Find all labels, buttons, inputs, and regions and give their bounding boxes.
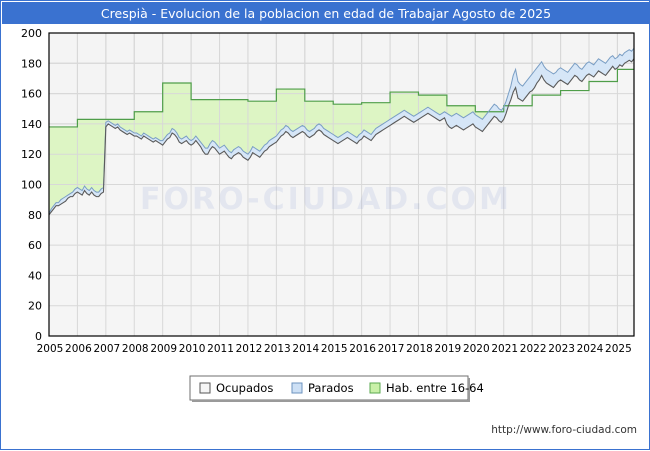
x-tick-label: 2021 — [491, 343, 518, 355]
data-series-layer — [48, 32, 635, 337]
x-tick-label: 2018 — [406, 343, 433, 355]
y-tick-label: 200 — [21, 27, 42, 40]
y-tick-label: 160 — [21, 88, 42, 101]
x-tick-label: 2022 — [520, 343, 547, 355]
x-tick-label: 2005 — [37, 343, 64, 355]
y-tick-label: 0 — [35, 330, 42, 343]
y-tick-label: 120 — [21, 148, 42, 161]
x-tick-label: 2012 — [236, 343, 263, 355]
x-axis-tick-labels: 2005 2006 2007 2008 2009 2010 2011 2012 2013 2014… — [37, 343, 632, 355]
x-tick-label: 2015 — [321, 343, 348, 355]
series-line-parados — [48, 47, 635, 214]
legend-label-1: Parados — [308, 381, 354, 395]
legend-swatch-1 — [291, 382, 303, 394]
y-tick-label: 140 — [21, 118, 42, 131]
y-tick-label: 100 — [21, 179, 42, 192]
y-tick-label: 40 — [28, 269, 42, 282]
series-area-ocupados — [49, 58, 634, 336]
x-tick-label: 2007 — [93, 343, 120, 355]
plot-border — [48, 32, 635, 337]
legend-shadow-bottom — [192, 400, 470, 402]
legend-label-2: Hab. entre 16-64 — [386, 381, 484, 395]
x-tick-label: 2023 — [548, 343, 575, 355]
x-tick-label: 2016 — [349, 343, 376, 355]
y-axis-tick-labels: 0 20 40 60 80 100 120 140 160 180 200 — [21, 27, 42, 343]
y-tick-label: 80 — [28, 209, 42, 222]
x-tick-label: 2025 — [605, 343, 632, 355]
page-title: Crespià - Evolucion de la poblacion en e… — [100, 5, 552, 21]
x-tick-label: 2024 — [577, 343, 604, 355]
x-tick-label: 2009 — [150, 343, 177, 355]
population-evolution-chart: FORO-CIUDAD.COM 0 20 40 60 80 100 120 140 160 180… — [21, 27, 637, 436]
x-tick-label: 2020 — [463, 343, 490, 355]
x-tick-label: 2011 — [207, 343, 234, 355]
axis-layer — [48, 32, 635, 337]
source-url: http://www.foro-ciudad.com — [491, 424, 637, 436]
x-tick-label: 2013 — [264, 343, 291, 355]
y-tick-label: 60 — [28, 239, 42, 252]
y-tick-label: 20 — [28, 300, 42, 313]
x-tick-label: 2014 — [292, 343, 319, 355]
x-tick-label: 2019 — [435, 343, 462, 355]
watermark-layer: FORO-CIUDAD.COM — [140, 182, 512, 217]
x-tick-label: 2010 — [179, 343, 206, 355]
legend-label-0: Ocupados — [216, 381, 273, 395]
chart-legend: Ocupados Parados Hab. entre 16-64 — [189, 375, 484, 402]
y-tick-label: 180 — [21, 57, 42, 70]
window-title-bar: Crespià - Evolucion de la poblacion en e… — [2, 2, 650, 24]
legend-swatch-2 — [369, 382, 381, 394]
series-line-hab-entre-16-64 — [49, 68, 634, 128]
series-line-ocupados — [48, 58, 635, 216]
x-tick-label: 2006 — [65, 343, 92, 355]
legend-shadow-right — [468, 378, 470, 402]
legend-swatch-0 — [199, 382, 211, 394]
x-tick-label: 2017 — [378, 343, 405, 355]
series-area-parados-top — [49, 48, 634, 215]
x-tick-label: 2008 — [122, 343, 149, 355]
watermark-text: FORO-CIUDAD.COM — [140, 182, 512, 217]
chart-plot-container: FORO-CIUDAD.COM 0 20 40 60 80 100 120 140 160 180… — [1, 24, 650, 451]
